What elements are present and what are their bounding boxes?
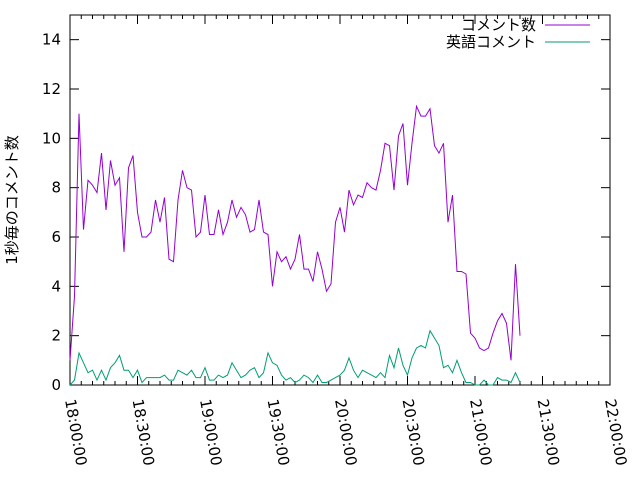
y-tick-label: 6 — [51, 228, 61, 246]
y-tick-label: 8 — [51, 179, 61, 197]
x-tick-label: 21:30:00 — [534, 398, 563, 467]
series-line-2 — [69, 329, 521, 386]
x-axis-ticks: 18:00:00 18:30:00 19:00:00 19:30:00 20:00:00… — [61, 15, 630, 467]
x-tick-label: 21:00:00 — [466, 398, 495, 467]
series-line-1 — [69, 104, 521, 361]
y-tick-label: 14 — [42, 31, 61, 49]
y-tick-label: 4 — [51, 277, 61, 295]
series-layer — [69, 104, 521, 386]
x-tick-label: 18:30:00 — [129, 398, 158, 467]
legend-label: 英語コメント — [446, 33, 536, 51]
x-tick-label: 19:00:00 — [196, 398, 225, 467]
y-axis-label: 1秒毎のコメント数 — [3, 135, 21, 265]
plot-frame — [69, 14, 611, 386]
x-tick-label: 20:30:00 — [399, 398, 428, 467]
y-tick-label: 0 — [51, 376, 61, 394]
x-tick-label: 19:30:00 — [264, 398, 293, 467]
x-tick-label: 20:00:00 — [331, 398, 360, 467]
x-tick-label: 18:00:00 — [61, 398, 90, 467]
x-tick-label: 22:00:00 — [601, 398, 630, 467]
y-tick-label: 12 — [42, 80, 61, 98]
y-tick-label: 2 — [51, 327, 61, 345]
y-tick-label: 10 — [42, 129, 61, 147]
y-axis-ticks: 0 2 4 6 8 10 12 14 — [42, 31, 610, 394]
legend-label: コメント数 — [461, 16, 536, 34]
